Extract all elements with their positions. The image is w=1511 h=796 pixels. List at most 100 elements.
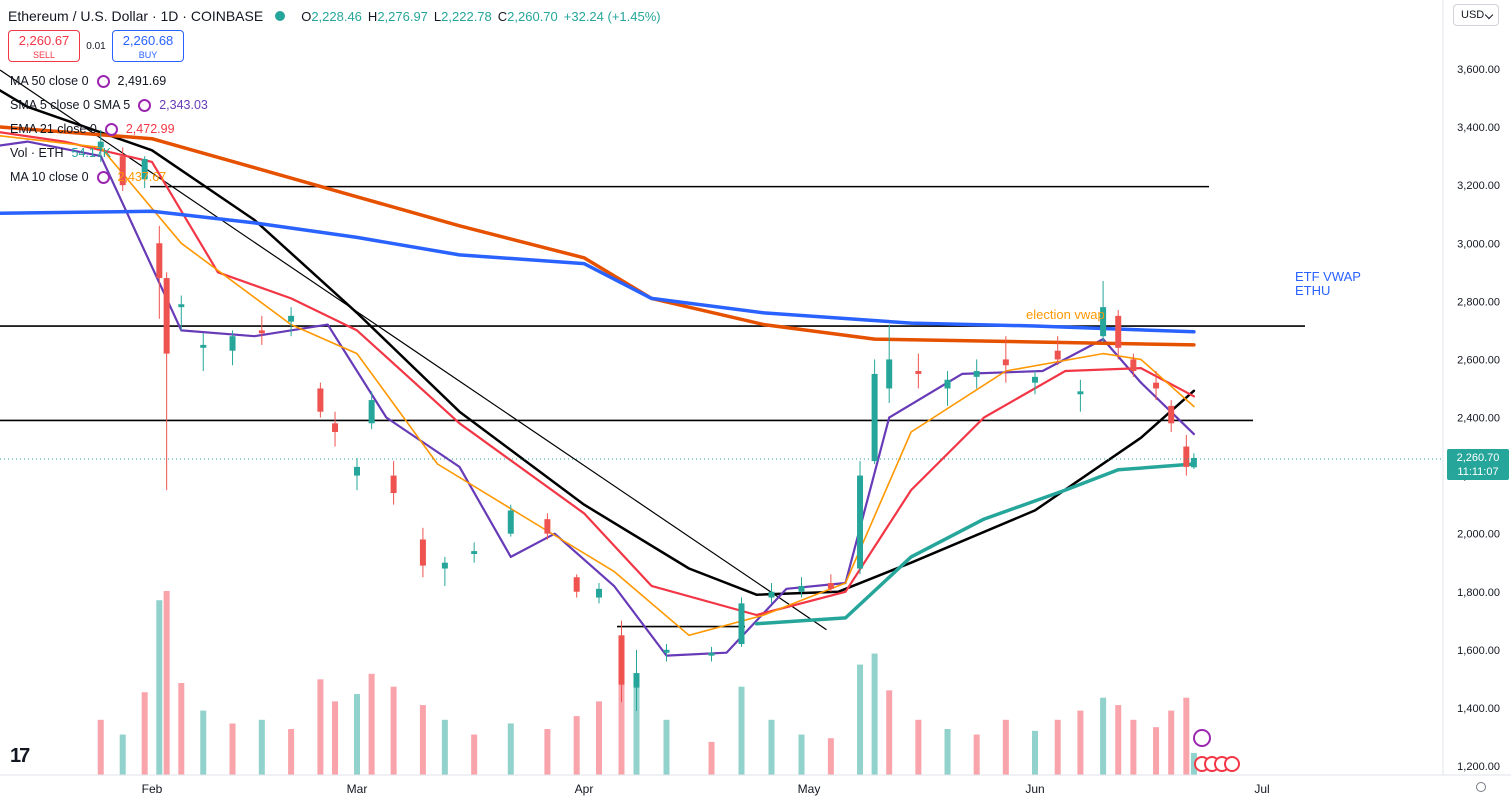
close-value: 2,260.70	[507, 8, 558, 24]
buy-button[interactable]: 2,260.68 BUY	[112, 30, 184, 62]
last-price-tag: 2,260.70 11:11:07	[1447, 449, 1509, 480]
bar-countdown: 11:11:07	[1457, 466, 1499, 478]
volume-bar	[596, 701, 602, 775]
candle-body	[317, 388, 324, 412]
candle-body	[419, 539, 426, 566]
x-tick-label: Feb	[142, 782, 163, 796]
indicator-value: 2,472.99	[125, 122, 175, 136]
close-label: C	[497, 8, 508, 24]
candle-body	[886, 359, 893, 389]
low-value: 2,222.78	[441, 8, 492, 24]
sell-price: 2,260.67	[18, 33, 70, 48]
high-label: H	[367, 8, 378, 24]
volume-bar	[200, 710, 207, 775]
indicator-settings-icon[interactable]	[96, 74, 110, 88]
indicator-value: 2,491.69	[117, 74, 167, 88]
volume-bar	[1130, 719, 1137, 775]
volume-bar	[1183, 697, 1190, 775]
volume-bar	[1190, 752, 1197, 775]
candle-body	[200, 344, 207, 348]
indicator-settings-icon[interactable]	[104, 122, 118, 136]
annotation-election-vwap: election vwap	[1026, 307, 1105, 322]
volume-bar	[573, 716, 580, 775]
indicator-ma10[interactable]: MA 10 close 0 2,437.67	[10, 168, 166, 186]
change-value: +32.24 (+1.45%)	[563, 8, 661, 24]
volume-bar	[708, 741, 715, 775]
price-axis[interactable]: 3,600.00 3,400.00 3,200.00 3,000.00 2,800.00…	[1457, 64, 1500, 773]
volume-bar	[1002, 719, 1009, 775]
volume-bar	[1032, 730, 1038, 775]
candle-body	[944, 379, 951, 389]
series-line	[0, 209, 1196, 334]
candle-body	[596, 588, 602, 598]
candle-body	[708, 652, 715, 656]
trade-panel: 2,260.67 SELL 0.01 2,260.68 BUY	[8, 30, 184, 62]
symbol-title[interactable]: Ethereum / U.S. Dollar · 1D · COINBASE	[8, 8, 264, 24]
indicator-ema21[interactable]: EMA 21 close 0 2,472.99	[10, 120, 175, 138]
indicator-ma50[interactable]: MA 50 close 0 2,491.69	[10, 72, 166, 90]
y-tick-label: 2,800.00	[1457, 296, 1500, 308]
volume-bar	[258, 719, 265, 775]
y-tick-label: 1,400.00	[1457, 703, 1500, 715]
tradingview-logo-icon[interactable]: 17	[10, 745, 30, 767]
candle-body	[258, 330, 265, 334]
volume-bar	[178, 683, 185, 775]
candle-body	[119, 156, 126, 186]
candle-body	[871, 373, 878, 462]
volume-bar	[507, 723, 514, 775]
volume-bar	[1077, 710, 1084, 775]
indicator-volume[interactable]: Vol · ETH 54.17K	[10, 144, 111, 162]
candles	[97, 129, 1197, 711]
indicator-settings-icon[interactable]	[138, 98, 152, 112]
y-tick-label: 1,800.00	[1457, 587, 1500, 599]
candle-body	[663, 649, 670, 653]
candle-body	[973, 371, 980, 377]
indicator-name: EMA 21 close 0	[10, 122, 97, 136]
last-price-value: 2,260.70	[1456, 452, 1500, 464]
volume-bar	[97, 719, 104, 775]
volume-bar	[544, 729, 551, 775]
volume-bar	[944, 729, 951, 775]
candle-body	[390, 475, 397, 494]
indicator-value: 54.17K	[71, 146, 112, 160]
volume-bar	[419, 705, 426, 775]
volume-bar	[317, 679, 324, 775]
candle-body	[618, 635, 625, 685]
chevron-down-icon	[1484, 10, 1494, 20]
currency-selector[interactable]: USD	[1453, 4, 1499, 26]
candle-body	[441, 562, 448, 569]
series-line	[0, 88, 1196, 596]
indicator-name: Vol · ETH	[10, 146, 64, 160]
sell-button[interactable]: 2,260.67 SELL	[8, 30, 80, 62]
volume-bar	[857, 664, 864, 775]
market-status-icon	[275, 11, 286, 21]
candle-body	[368, 400, 375, 424]
volume-bar	[1168, 710, 1175, 775]
candle-body	[768, 591, 775, 598]
x-tick-label: Apr	[575, 782, 594, 796]
candle-body	[97, 141, 104, 148]
candle-body	[1054, 350, 1061, 360]
volume-bar	[368, 673, 375, 775]
indicator-name: MA 50 close 0	[10, 74, 89, 88]
time-axis[interactable]: Feb Mar Apr May Jun Jul	[142, 782, 1270, 796]
y-tick-label: 3,000.00	[1457, 238, 1500, 250]
sell-label: SELL	[32, 50, 56, 60]
candle-body	[798, 585, 805, 592]
indicator-name: MA 10 close 0	[10, 170, 89, 184]
candle-body	[827, 583, 834, 589]
symbol-header: Ethereum / U.S. Dollar · 1D · COINBASE O…	[8, 6, 663, 26]
volume-bar	[827, 738, 834, 775]
candle-body	[141, 159, 148, 180]
candle-body	[178, 304, 185, 308]
spread-value: 0.01	[86, 40, 106, 52]
event-icons[interactable]	[1193, 729, 1240, 772]
volume-bar	[390, 686, 397, 775]
volume-bar	[886, 690, 893, 775]
indicator-settings-icon[interactable]	[96, 170, 110, 184]
volume-bar	[119, 734, 126, 775]
candle-body	[1168, 405, 1175, 424]
chart-settings-icon[interactable]	[1476, 782, 1486, 792]
indicator-sma5[interactable]: SMA 5 close 0 SMA 5 2,343.03	[10, 96, 208, 114]
